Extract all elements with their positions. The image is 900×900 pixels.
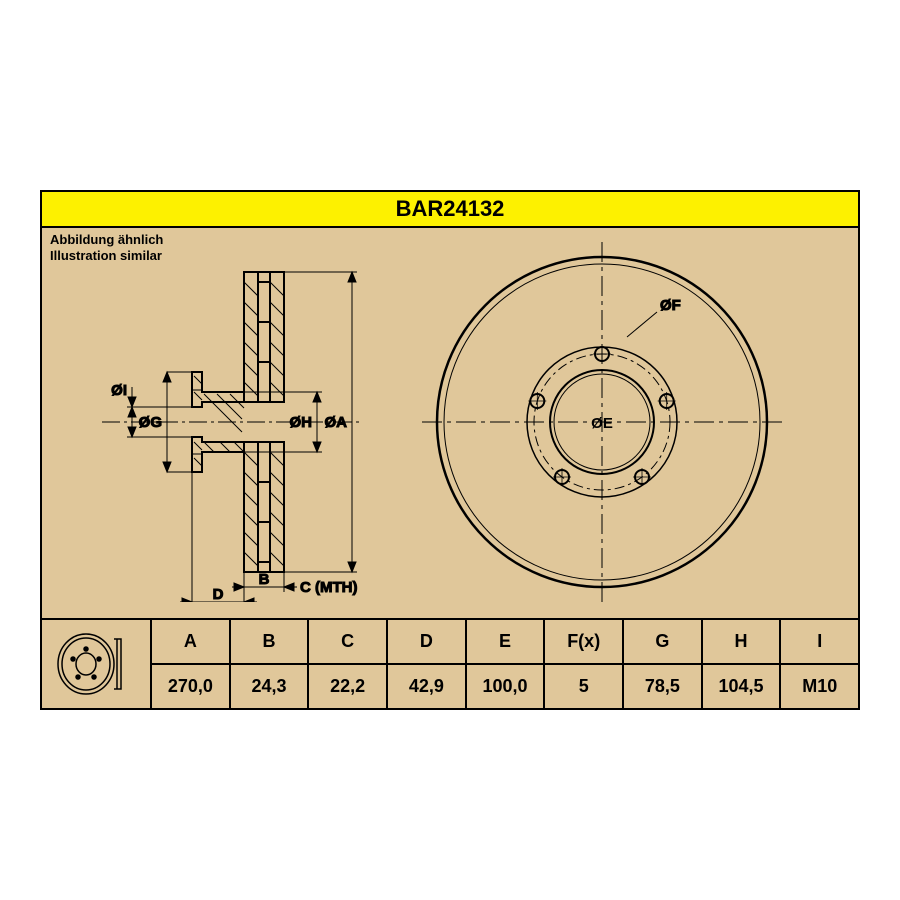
table-value-cell: 5 [545, 665, 624, 708]
dim-C: C (MTH) [300, 579, 357, 596]
table-value-cell: 270,0 [152, 665, 231, 708]
part-icon-cell [42, 620, 152, 708]
table-value-cell: 78,5 [624, 665, 703, 708]
table-header-cell: F(x) [545, 620, 624, 663]
part-number-text: BAR24132 [396, 196, 505, 221]
dim-E: ØE [591, 415, 613, 432]
table-value-cell: 104,5 [703, 665, 782, 708]
table-value-cell: 42,9 [388, 665, 467, 708]
dim-F: ØF [660, 297, 681, 314]
dim-I: ØI [111, 382, 127, 399]
dim-H: ØH [290, 414, 313, 431]
side-view-diagram: ØA ØH ØG [72, 242, 372, 602]
table-header-cell: B [231, 620, 310, 663]
dimensions-table: ABCDEF(x)GHI 270,024,322,242,9100,0578,5… [42, 618, 858, 708]
table-value-row: 270,024,322,242,9100,0578,5104,5M10 [152, 665, 858, 708]
part-number-header: BAR24132 [42, 192, 858, 228]
dim-B: B [259, 571, 270, 588]
table-header-cell: E [467, 620, 546, 663]
table-value-cell: 24,3 [231, 665, 310, 708]
table-header-row: ABCDEF(x)GHI [152, 620, 858, 665]
table-value-cell: 22,2 [309, 665, 388, 708]
brake-disc-icon [51, 629, 141, 699]
table-value-cell: M10 [781, 665, 858, 708]
table-header-cell: I [781, 620, 858, 663]
table-value-cell: 100,0 [467, 665, 546, 708]
table-header-cell: C [309, 620, 388, 663]
table-header-cell: A [152, 620, 231, 663]
table-header-cell: H [703, 620, 782, 663]
table-header-cell: D [388, 620, 467, 663]
dim-D: D [213, 586, 224, 602]
front-view-diagram: ØE ØF [422, 242, 782, 602]
technical-drawing-panel: BAR24132 Abbildung ähnlich Illustration … [40, 190, 860, 710]
page-canvas: BAR24132 Abbildung ähnlich Illustration … [0, 0, 900, 900]
dim-G: ØG [139, 414, 162, 431]
table-header-cell: G [624, 620, 703, 663]
dim-A: ØA [325, 414, 348, 431]
